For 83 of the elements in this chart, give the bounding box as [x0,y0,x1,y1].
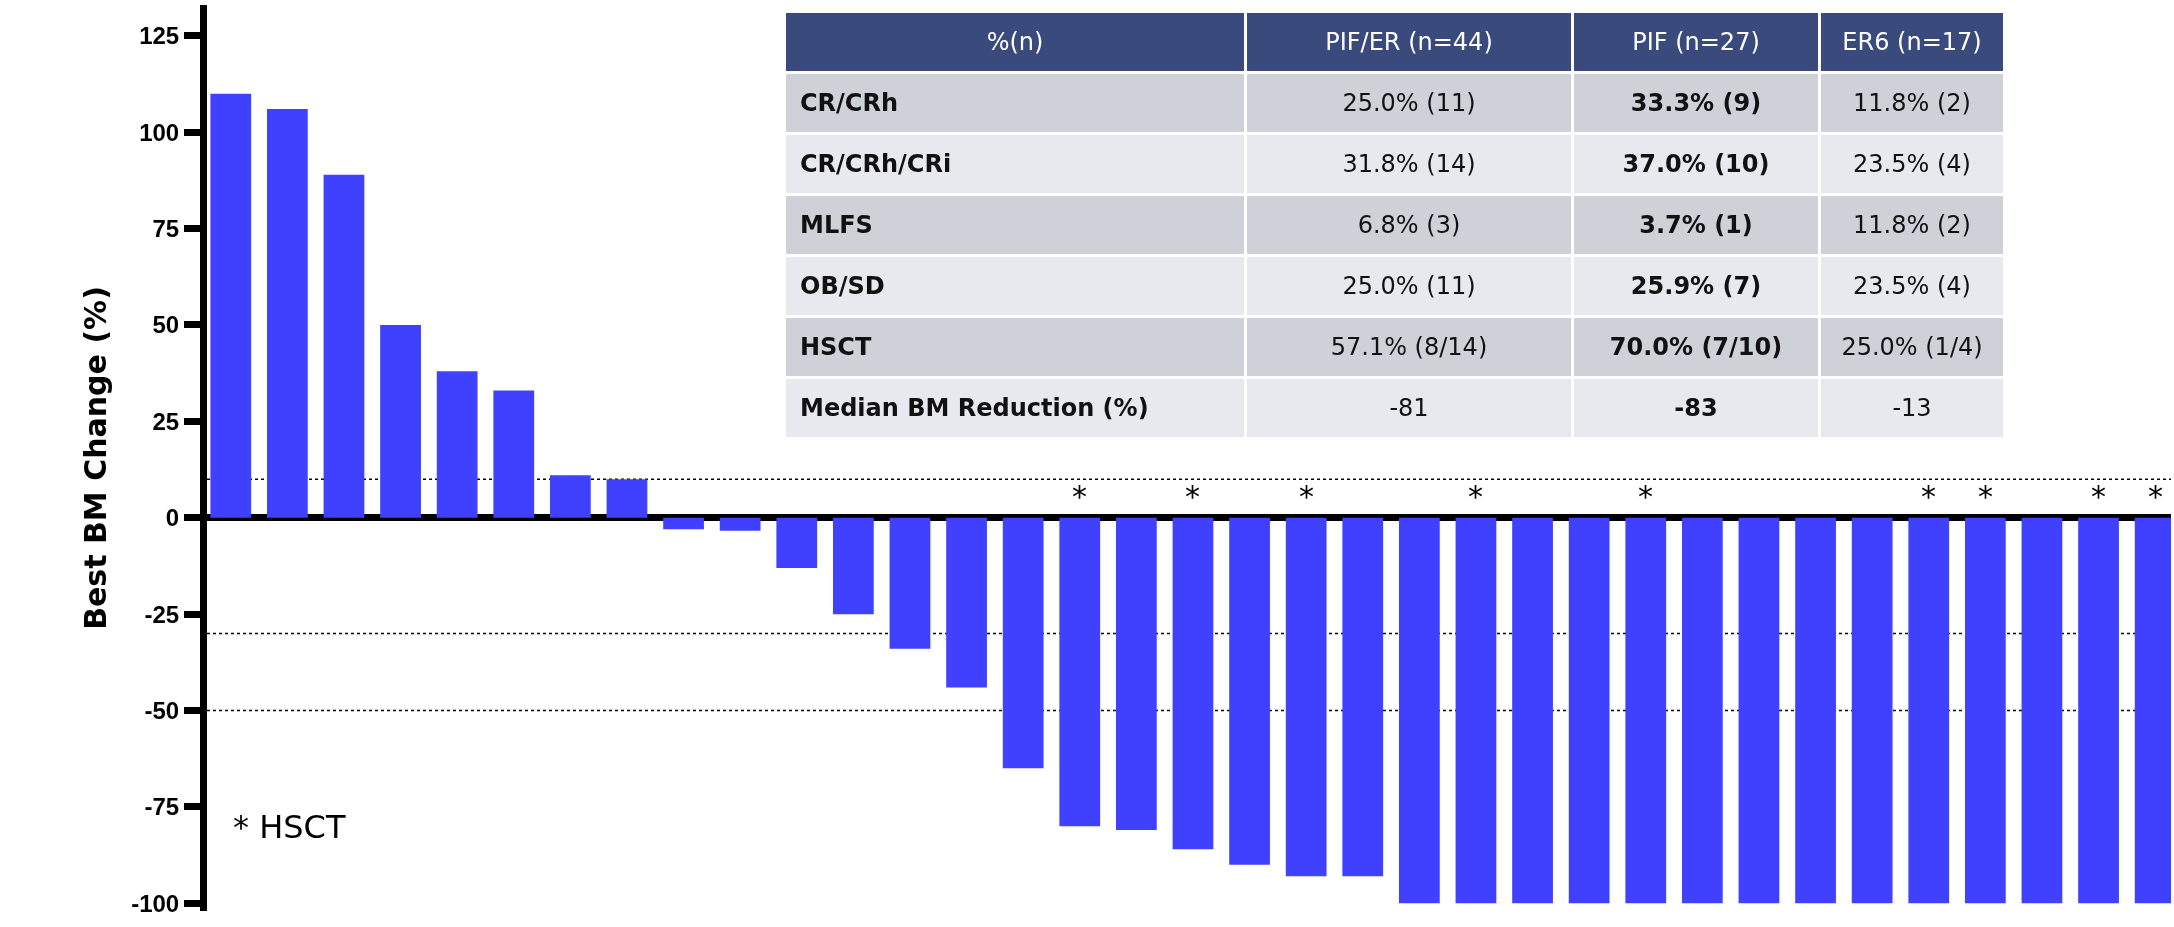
bar [832,517,874,615]
y-tick-label: -75 [144,793,180,821]
data-label: * [2091,479,2106,514]
category-label: ER6 (n=17) [1819,11,2005,73]
text: 11.8% (2) [1853,89,1971,117]
bar [2021,517,2063,904]
category-label: %(n) [784,11,1246,73]
bar [1285,517,1327,877]
text: 25.0% (11) [1342,89,1476,117]
text: 23.5% (4) [1853,272,1971,300]
bar [2078,517,2119,904]
bar [267,109,308,518]
bar [1568,517,1610,904]
category-label: PIF (n=27) [1572,11,1820,73]
text: 37.0% (10) [1622,150,1770,178]
bar [1964,517,2006,904]
data-label: * [1638,479,1653,514]
y-tick-label: -50 [144,696,180,724]
data-label: * [1468,479,1483,514]
bar [436,371,478,518]
category-label: PIF/ER (n=44) [1245,11,1573,73]
bar [719,517,761,531]
text: 3.7% (1) [1639,211,1753,239]
bar [1398,517,1440,904]
category-label: Median BM Reduction (%) [800,394,1149,422]
bar [1681,517,1723,904]
data-label: * [1299,479,1314,514]
bar [1851,517,1893,904]
text: -81 [1389,394,1429,422]
category-label: HSCT [800,333,872,361]
category-label: CR/CRh/CRi [800,150,952,178]
text: 31.8% (14) [1342,150,1476,178]
bar [1059,517,1101,827]
bar [776,517,818,568]
data-label: * [1978,479,1993,514]
y-tick-label: 25 [152,407,180,435]
bar [1908,517,1950,904]
y-tick-label: 0 [165,504,180,532]
bar [1172,517,1214,850]
bar [323,174,365,518]
bar [606,479,648,518]
data-label: * [1185,479,1200,514]
data-label: * [1921,479,1936,514]
text: 57.1% (8/14) [1330,333,1488,361]
category-label: OB/SD [800,272,885,300]
text: 25.0% (11) [1342,272,1476,300]
bar [1625,517,1667,904]
text: 70.0% (7/10) [1609,333,1783,361]
bar [1342,517,1384,877]
y-tick-label: 125 [139,22,180,50]
bar [1738,517,1780,904]
annotation: * HSCT [233,808,346,846]
text: 11.8% (2) [1853,211,1971,239]
text: 6.8% (3) [1357,211,1461,239]
category-label: MLFS [800,211,873,239]
y-tick-label: 100 [139,118,180,146]
text: 25.0% (1/4) [1841,333,1983,361]
text: 23.5% (4) [1853,150,1971,178]
y-tick-label: -25 [144,600,180,628]
bar [1115,517,1157,831]
bar [493,390,535,518]
text: 33.3% (9) [1630,89,1762,117]
data-label: * [1072,479,1087,514]
bar [380,324,421,518]
category-label: CR/CRh [800,89,899,117]
bar [1795,517,1836,904]
bar [889,517,931,649]
bar [210,93,252,518]
bar [663,517,704,530]
y-tick-label: -100 [131,889,180,917]
y-tick-label: 75 [152,215,180,243]
text: -13 [1892,394,1932,422]
bar [946,517,987,688]
bar [1002,517,1044,769]
text: -83 [1674,394,1718,422]
data-label: * [2148,479,2163,514]
y-tick-label: 50 [152,311,180,339]
y-axis-title: Best BM Change (%) [78,286,114,630]
bar [1229,517,1270,865]
bar [1512,517,1553,904]
bar [549,475,591,518]
text: 25.9% (7) [1630,272,1762,300]
bar [1455,517,1497,904]
